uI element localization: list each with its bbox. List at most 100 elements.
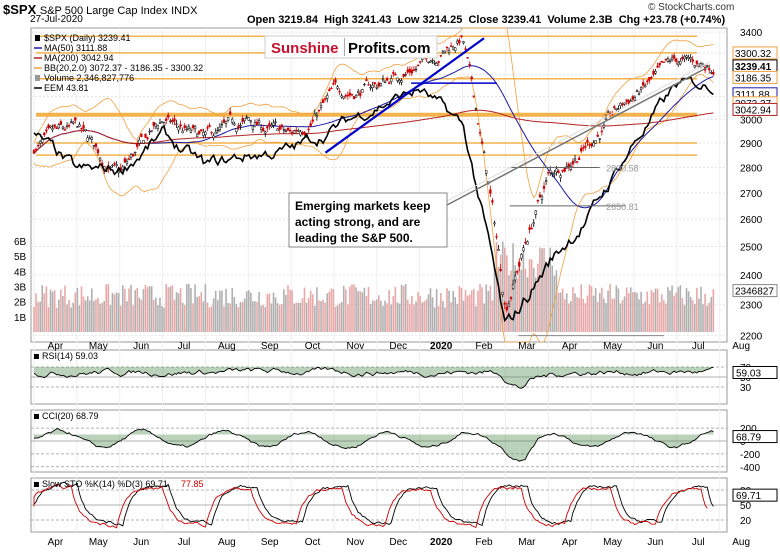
- volume-bar: [200, 292, 203, 332]
- volume-bar: [493, 267, 496, 332]
- candle-body: [516, 271, 519, 273]
- x-axis: Apr Apr May May Jun Jun Jul Jul Aug Aug Sep Sep Oct O…: [48, 341, 750, 548]
- volume-bar: [501, 241, 504, 332]
- candle-body: [268, 123, 271, 126]
- price-badge-label: 3186.35: [735, 73, 772, 84]
- volume-bar: [456, 303, 459, 332]
- volume-bar: [648, 304, 651, 332]
- price-badge-label: 3239.41: [735, 62, 772, 73]
- candle-body: [144, 133, 147, 138]
- osc-tick-label: 30: [740, 383, 752, 394]
- candle-body: [429, 60, 432, 63]
- volume-bar: [427, 294, 430, 332]
- eem-line: [33, 75, 714, 323]
- price-panel-frame: [30, 27, 728, 343]
- candle-body: [55, 127, 58, 129]
- candle-body: [617, 108, 620, 110]
- volume-bar: [252, 301, 254, 332]
- volume-bar: [479, 284, 481, 332]
- volume-bar: [177, 293, 180, 332]
- volume-bar: [55, 307, 58, 332]
- volume-bar: [297, 302, 300, 332]
- volume-bar: [671, 285, 673, 332]
- volume-bar: [594, 288, 597, 332]
- x-tick-label-bottom: Dec: [389, 537, 407, 548]
- volume-bar: [621, 300, 624, 332]
- volume-bar: [355, 287, 357, 332]
- volume-bar: [650, 289, 653, 332]
- candle-body: [606, 111, 610, 113]
- y-tick-label: 2400: [740, 271, 763, 282]
- candle-body: [381, 78, 385, 81]
- candle-body: [324, 98, 327, 100]
- candle-body: [637, 93, 641, 95]
- volume-bar: [439, 292, 442, 332]
- volume-bar: [466, 295, 469, 332]
- candle-body: [241, 118, 244, 122]
- open-value: 3219.84: [278, 14, 318, 26]
- candle-body: [181, 130, 184, 134]
- candle-body: [373, 82, 376, 85]
- volume-bar: [375, 299, 378, 332]
- candle-body: [538, 194, 542, 197]
- volume-bar: [435, 289, 438, 332]
- candle-body: [84, 128, 87, 132]
- volume-bar: [80, 286, 83, 332]
- volume-bar: [299, 302, 302, 332]
- candle-body: [396, 77, 399, 81]
- legend-candle-icon: [35, 35, 40, 41]
- candle-body: [497, 248, 500, 251]
- volume-bar: [454, 296, 457, 332]
- volume-bar: [419, 295, 421, 332]
- volume-bar: [561, 288, 564, 332]
- volume-bar: [378, 295, 380, 332]
- volume-bar: [625, 287, 628, 332]
- volume-bar: [115, 292, 118, 332]
- annotation-callout: Emerging markets keep acting strong, and…: [288, 61, 711, 248]
- volume-bar: [303, 287, 306, 332]
- candle-body: [623, 102, 626, 105]
- volume-bar: [124, 288, 126, 332]
- volume-bar: [646, 291, 649, 332]
- volume-bar: [293, 303, 295, 332]
- volume-bar: [487, 290, 490, 332]
- candle-body: [499, 268, 502, 271]
- x-tick-label: Apr: [562, 341, 578, 352]
- bollinger-band-u: [33, 27, 714, 199]
- candle-body: [687, 56, 690, 59]
- volume-bar: [258, 291, 260, 332]
- candle-body: [39, 141, 42, 144]
- candle-body: [288, 130, 292, 132]
- volume-bar: [605, 302, 607, 332]
- volume-bar: [617, 288, 620, 332]
- candle-body: [78, 124, 81, 127]
- volume-bar: [280, 303, 283, 332]
- x-tick-label: Feb: [475, 341, 493, 352]
- candle-body: [51, 128, 54, 131]
- candle-body: [251, 125, 255, 130]
- volume-bar: [481, 287, 483, 332]
- volume-bar: [382, 305, 384, 332]
- candle-body: [264, 131, 267, 134]
- trendlines: [324, 37, 664, 337]
- volume-bar: [555, 270, 558, 332]
- candle-body: [493, 222, 496, 225]
- volume-bar: [619, 303, 622, 332]
- candle-body: [668, 60, 672, 62]
- x-tick-label-bottom: Aug: [218, 537, 236, 548]
- candle-body: [249, 120, 252, 123]
- volume-bar: [130, 284, 132, 332]
- x-tick-label-bottom: Oct: [305, 537, 321, 548]
- candle-body: [171, 120, 174, 123]
- moving-averages: [33, 65, 714, 209]
- candle-body: [86, 137, 89, 142]
- volume-bar: [326, 293, 329, 332]
- x-tick-label: Jun: [133, 341, 149, 352]
- legend-label: MA(50) 3111.88: [44, 43, 107, 53]
- candle-body: [404, 74, 407, 76]
- x-tick-label-bottom: Mar: [518, 537, 536, 548]
- candle-body: [158, 122, 162, 124]
- volume-bar: [371, 300, 374, 332]
- panel-labels: RSI(14) 59.03 CCI(20) 68.79 Slow STO %K(14…: [34, 351, 204, 489]
